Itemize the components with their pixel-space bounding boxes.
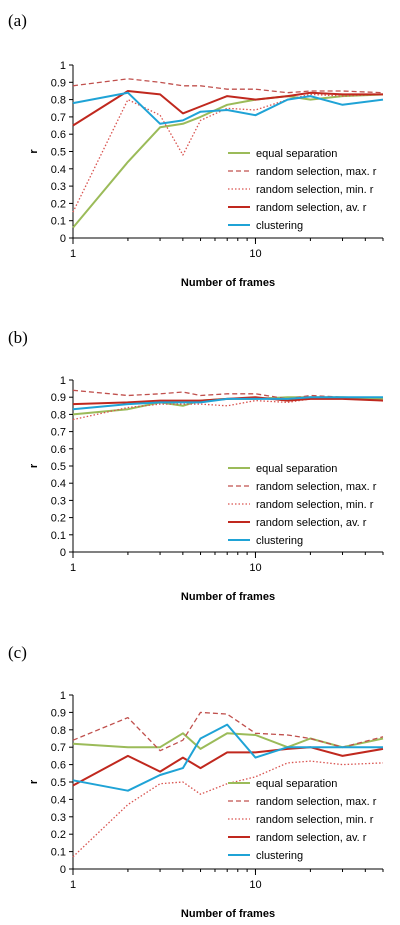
series-line-random-selection-max-r: [72, 389, 383, 400]
x-tick-label: 1: [70, 879, 76, 891]
y-tick-label: 0.4: [51, 164, 66, 176]
legend-label: random selection, av. r: [256, 517, 367, 529]
y-tick-label: 0.6: [51, 444, 66, 456]
y-tick-label: 0.6: [51, 760, 66, 772]
y-tick-label: 0.3: [51, 495, 66, 507]
legend-label: random selection, min. r: [256, 814, 374, 826]
x-axis-title: Number of frames: [181, 908, 275, 920]
series-line-clustering: [72, 91, 384, 125]
y-tick-label: 0.1: [51, 216, 66, 228]
series-line-random-selection-max-r: [72, 711, 384, 752]
x-tick-label: 1: [70, 562, 76, 574]
series-line-random-selection-min-r: [72, 93, 384, 213]
y-tick-label: 0.3: [51, 181, 66, 193]
y-tick-label: 0.1: [51, 847, 66, 859]
y-tick-label: 0.4: [51, 794, 66, 806]
chart-panel-2: (b) 0 0.1 0.2 0.3 0.4 0.5 0.6 0.7 0.8 0.9 1 1 10 Numbe…: [8, 328, 384, 603]
series-line-random-selection-min-r: [72, 398, 384, 421]
y-tick-label: 0.1: [51, 530, 66, 542]
legend-label: random selection, min. r: [256, 184, 374, 196]
x-tick-label: 1: [70, 248, 76, 260]
y-axis-title: r: [28, 463, 40, 468]
x-tick-label: 10: [249, 879, 261, 891]
legend-label: random selection, max. r: [256, 481, 377, 493]
series-line-random-selection-av-r: [72, 90, 383, 127]
x-tick-label: 10: [249, 248, 261, 260]
legend-label: random selection, av. r: [256, 202, 367, 214]
legend: equal separation random selection, max. r…: [228, 778, 377, 862]
legend-label: random selection, av. r: [256, 832, 367, 844]
y-tick-label: 0.2: [51, 513, 66, 525]
chart-panel-1: (a) 0 0.1 0.2 0.3 0.4 0.5 0.6 0.7 0.8 0.9 1 1 10 Numbe…: [8, 11, 384, 289]
panel-label: (b): [8, 328, 28, 347]
legend: equal separation random selection, max. r…: [228, 148, 377, 232]
y-tick-label: 0: [60, 864, 66, 876]
y-tick-label: 0: [60, 233, 66, 245]
y-tick-label: 0.3: [51, 812, 66, 824]
y-tick-label: 0.2: [51, 829, 66, 841]
y-axis-title: r: [28, 149, 40, 154]
y-tick-label: 0.5: [51, 147, 66, 159]
legend-label: equal separation: [256, 778, 337, 790]
y-tick-label: 0.5: [51, 777, 66, 789]
legend-label: clustering: [256, 850, 303, 862]
y-axis-title: r: [28, 779, 40, 784]
y-tick-label: 0.6: [51, 129, 66, 141]
y-tick-label: 0.8: [51, 95, 66, 107]
legend-label: clustering: [256, 535, 303, 547]
y-tick-label: 0.4: [51, 478, 66, 490]
legend-label: equal separation: [256, 148, 337, 160]
y-tick-label: 0.9: [51, 77, 66, 89]
y-tick-label: 0.2: [51, 198, 66, 210]
y-tick-label: 1: [60, 690, 66, 702]
x-tick-label: 10: [249, 562, 261, 574]
legend: equal separation random selection, max. r…: [228, 463, 377, 547]
series-line-random-selection-min-r: [72, 760, 384, 858]
y-tick-label: 0.9: [51, 707, 66, 719]
series-line-random-selection-max-r: [72, 78, 384, 94]
y-tick-label: 0.5: [51, 461, 66, 473]
y-tick-label: 1: [60, 60, 66, 72]
series-line-clustering: [72, 723, 383, 792]
y-tick-label: 0.7: [51, 427, 66, 439]
legend-label: random selection, min. r: [256, 499, 374, 511]
y-tick-label: 0.7: [51, 112, 66, 124]
y-tick-label: 0: [60, 547, 66, 559]
panel-label: (a): [8, 11, 27, 30]
panel-label: (c): [8, 643, 27, 662]
chart-panel-3: (c) 0 0.1 0.2 0.3 0.4 0.5 0.6 0.7 0.8 0.9 1 1 10 Numbe…: [8, 643, 384, 920]
y-tick-label: 0.7: [51, 742, 66, 754]
legend-label: equal separation: [256, 463, 337, 475]
series-line-random-selection-av-r: [72, 746, 384, 787]
y-tick-label: 0.8: [51, 409, 66, 421]
legend-label: random selection, max. r: [256, 166, 377, 178]
series-line-clustering: [72, 396, 383, 411]
legend-label: random selection, max. r: [256, 796, 377, 808]
y-tick-label: 0.9: [51, 392, 66, 404]
x-axis-title: Number of frames: [181, 277, 275, 289]
y-tick-label: 0.8: [51, 725, 66, 737]
y-tick-label: 1: [60, 375, 66, 387]
legend-label: clustering: [256, 220, 303, 232]
x-axis-title: Number of frames: [181, 591, 275, 603]
